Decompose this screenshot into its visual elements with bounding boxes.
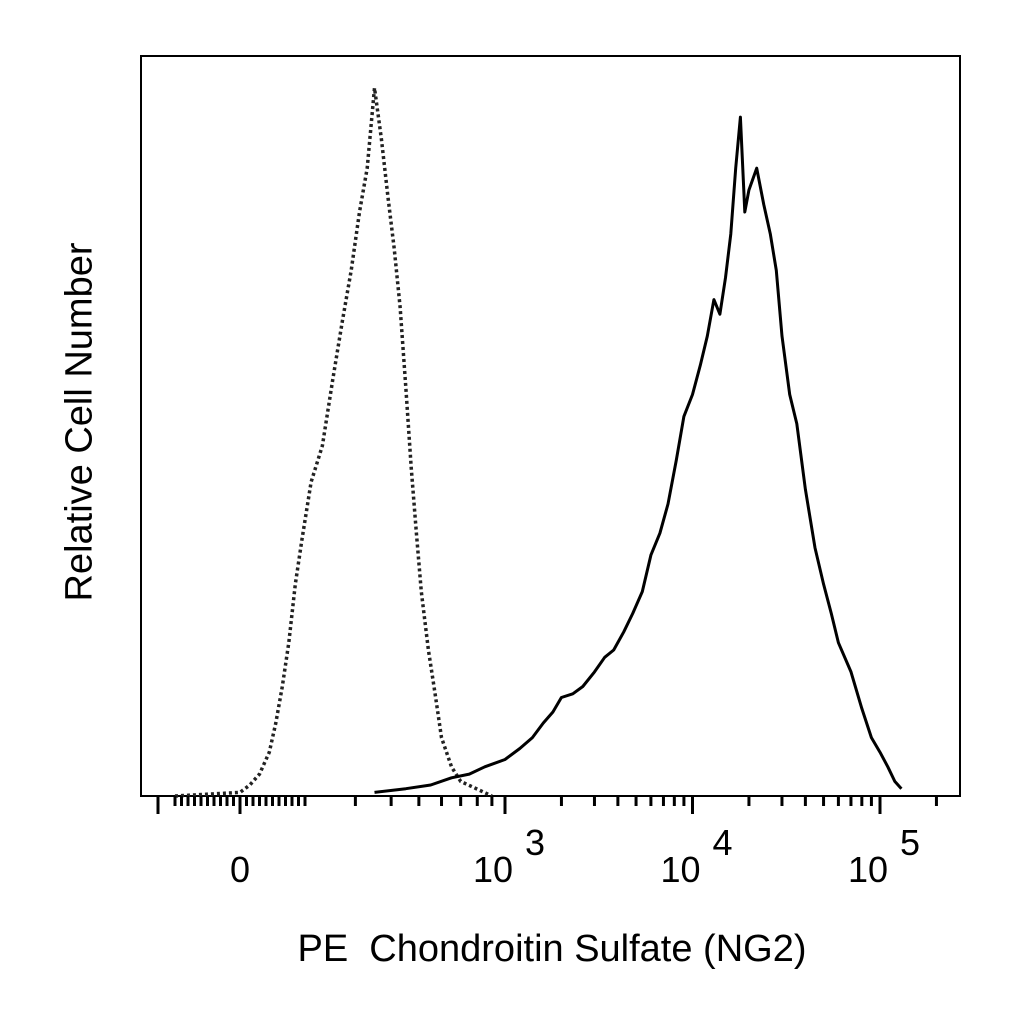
x-tick-label: 10	[848, 849, 888, 890]
x-axis: 0 10 3 10 4 10 5	[156, 796, 938, 890]
plot-frame	[140, 55, 961, 797]
series-stained-line	[374, 115, 903, 794]
x-tick-exponent: 5	[900, 822, 920, 863]
y-axis-label: Relative Cell Number	[58, 242, 101, 602]
x-tick-exponent: 3	[525, 822, 545, 863]
x-axis-label: PE Chondroitin Sulfate (NG2)	[297, 928, 807, 970]
x-tick-label: 10	[473, 849, 513, 890]
x-tick-label: 0	[230, 849, 250, 890]
series-isotype-control-line	[174, 86, 493, 798]
x-tick-exponent: 4	[712, 822, 732, 863]
x-tick-label: 10	[660, 849, 700, 890]
series-layer	[174, 86, 903, 798]
